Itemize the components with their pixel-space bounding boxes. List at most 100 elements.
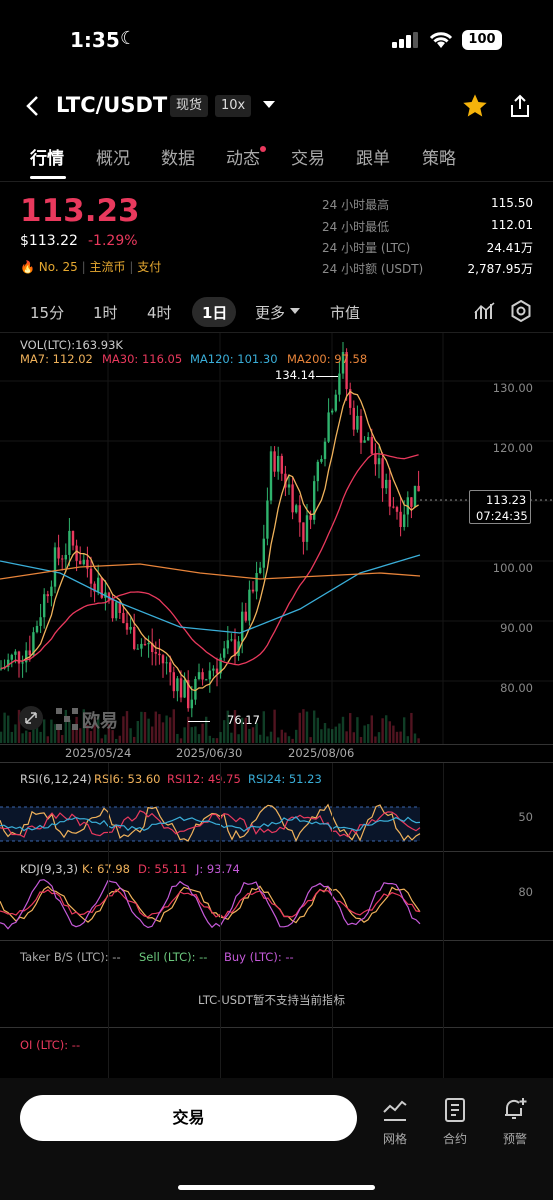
volume-bar <box>248 728 251 743</box>
candle-body <box>158 653 161 656</box>
trade-button[interactable]: 交易 <box>20 1095 357 1141</box>
volume-bar <box>399 731 402 743</box>
indicator-icon[interactable] <box>474 301 496 321</box>
volume-bar <box>10 731 13 743</box>
category-tag[interactable]: 主流币 <box>89 260 126 274</box>
candle-body <box>161 655 165 664</box>
volume-label: VOL(LTC):163.93K <box>20 338 123 352</box>
timeframe-1d[interactable]: 1日 <box>202 304 228 322</box>
rsi-label: RSI(6,12,24) <box>20 772 92 786</box>
timeframe-1h[interactable]: 1时 <box>93 304 118 322</box>
divider <box>0 762 553 763</box>
candle-body <box>190 699 193 709</box>
chevron-down-icon[interactable] <box>262 100 276 110</box>
volume-bar <box>68 719 71 743</box>
candle-body <box>410 497 413 507</box>
volume-bar <box>194 726 197 743</box>
taker-sell-label: Sell (LTC): -- <box>139 950 208 964</box>
divider <box>0 940 553 941</box>
stat-value: 112.01 <box>491 218 533 232</box>
stat-value: 24.41万 <box>486 241 533 255</box>
volume-bar <box>212 738 215 743</box>
stat-label: 24 小时最低 <box>322 220 390 234</box>
tab-market[interactable]: 行情 <box>30 149 64 169</box>
pair-title[interactable]: LTC/USDT <box>56 93 168 117</box>
volume-bar <box>7 715 10 743</box>
candle-body <box>197 672 201 680</box>
volume-bar <box>151 726 154 743</box>
grid-icon[interactable] <box>382 1098 408 1122</box>
stat-value: 2,787.95万 <box>467 262 533 276</box>
tab-underline <box>30 176 66 179</box>
volume-bar <box>305 711 309 743</box>
kdj-line <box>0 879 421 930</box>
candle-body <box>32 632 35 656</box>
ma30-line <box>0 452 419 670</box>
rank-label[interactable]: No. 25 <box>38 260 78 274</box>
candle-body <box>241 611 244 642</box>
candle-body <box>370 437 373 454</box>
candle-body <box>86 559 89 569</box>
rsi-chart[interactable] <box>0 763 553 851</box>
timeframe-mcap[interactable]: 市值 <box>330 304 361 322</box>
tab-trade[interactable]: 交易 <box>291 149 325 169</box>
volume-bar <box>298 712 301 743</box>
timeframe-4h[interactable]: 4时 <box>147 304 172 322</box>
volume-bar <box>97 714 100 743</box>
leverage-tag[interactable]: 10x <box>215 95 252 117</box>
candle-body <box>215 668 219 674</box>
tab-data[interactable]: 数据 <box>161 149 195 169</box>
chevron-down-icon[interactable] <box>290 308 300 315</box>
candlestick-chart[interactable] <box>0 333 553 745</box>
candle-body <box>147 643 150 645</box>
kdj-chart[interactable] <box>0 852 553 940</box>
volume-bar <box>338 723 341 743</box>
candle-body <box>381 458 384 489</box>
candle-body <box>154 652 157 654</box>
volume-bar <box>251 727 255 743</box>
candle-body <box>223 648 226 658</box>
fire-icon: 🔥 <box>20 260 35 274</box>
back-icon[interactable] <box>24 94 42 118</box>
fullscreen-icon[interactable] <box>18 705 44 731</box>
candle-body <box>172 672 175 692</box>
favorite-star-icon[interactable] <box>461 92 489 120</box>
volume-bar <box>14 724 17 743</box>
candle-body <box>392 506 395 508</box>
grid-line <box>443 763 444 1078</box>
timeframe-more[interactable]: 更多 <box>255 304 286 322</box>
volume-bar <box>154 711 157 743</box>
volume-bar <box>71 728 75 743</box>
rsi-line <box>0 810 421 838</box>
candle-body <box>233 639 237 656</box>
alert-label[interactable]: 预警 <box>502 1132 527 1146</box>
tab-overview[interactable]: 概况 <box>96 149 130 169</box>
grid-label[interactable]: 网格 <box>382 1132 407 1146</box>
share-icon[interactable] <box>508 93 532 119</box>
timeframe-15m[interactable]: 15分 <box>30 304 65 322</box>
candle-body <box>320 458 323 462</box>
price-tag-countdown: 07:24:35 <box>476 509 528 523</box>
volume-bar <box>377 732 381 743</box>
rank-row: 🔥 No. 25 | 主流币 | 支付 <box>20 260 162 274</box>
settings-icon[interactable] <box>510 300 532 322</box>
candle-body <box>266 500 269 539</box>
alert-bell-icon[interactable] <box>502 1096 528 1122</box>
volume-bar <box>53 724 57 743</box>
y-tick: 100.00 <box>492 561 533 575</box>
candle-body <box>259 567 262 574</box>
volume-bar <box>255 723 258 743</box>
timeframe-active-pill <box>192 297 236 327</box>
contract-label[interactable]: 合约 <box>442 1132 467 1146</box>
volume-bar <box>219 732 222 743</box>
contract-icon[interactable] <box>443 1097 467 1123</box>
category-tag[interactable]: 支付 <box>137 260 162 274</box>
tab-copy[interactable]: 跟单 <box>356 149 390 169</box>
volume-bar <box>21 733 24 743</box>
candle-body <box>194 679 197 700</box>
price-tag[interactable] <box>469 490 531 524</box>
tab-feed[interactable]: 动态 <box>226 149 260 169</box>
tab-strategy[interactable]: 策略 <box>422 149 456 169</box>
volume-bar <box>187 716 190 743</box>
wifi-icon <box>429 32 453 48</box>
